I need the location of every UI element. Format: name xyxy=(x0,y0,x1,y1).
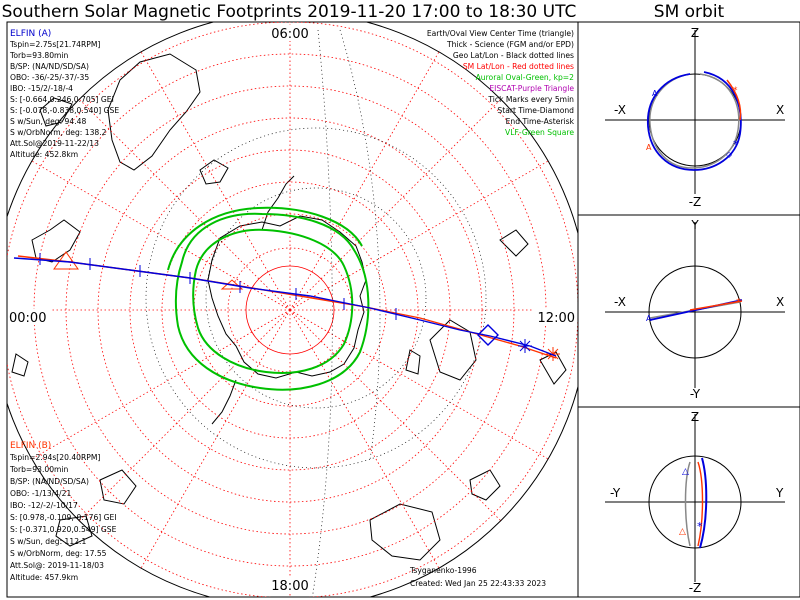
elfin-b-info-line: S w/Sun, deg: 112.1 xyxy=(10,537,86,546)
legend-entry: Geo Lat/Lon - Black dotted lines xyxy=(453,51,574,60)
elfin-b-info: ELFIN (B) Tspin=2.94s[20.40RPM] Torb=93.00… xyxy=(9,441,117,582)
svg-text:A: A xyxy=(646,143,652,152)
elfin-a-tick-marks xyxy=(39,253,397,320)
elfin-b-info-line: B/SP: (NA/ND/SD/SA) xyxy=(10,477,89,486)
svg-text:A: A xyxy=(652,89,658,98)
legend-entry: SM Lat/Lon - Red dotted lines xyxy=(463,62,574,71)
sm-panel-xy: A * Y -Y -X X xyxy=(605,218,785,401)
sm2-top-label: Y xyxy=(690,218,699,232)
sm3-bottom-label: -Z xyxy=(689,581,702,595)
elfin-a-info-line: S: [-0.078,-0.838,0.540] GSE xyxy=(10,106,119,115)
sm2-right-label: X xyxy=(776,295,784,309)
elfin-a-info-line: Tspin=2.75s[21.74RPM] xyxy=(9,40,100,49)
legend: Earth/Oval View Center Time (triangle) Th… xyxy=(427,29,575,137)
mlt-labels: 06:00 00:00 12:00 18:00 xyxy=(8,25,576,594)
elfin-a-info-line: IBO: -15/2/-18/-4 xyxy=(10,84,73,93)
svg-text:*: * xyxy=(733,86,738,96)
svg-text:*: * xyxy=(733,138,739,151)
mlt-bottom-label: 18:00 xyxy=(271,579,308,594)
auroral-oval xyxy=(167,206,370,391)
elfin-b-end-asterisk xyxy=(546,347,560,361)
elfin-b-info-line: OBO: -1/13/4/21 xyxy=(10,489,71,498)
sm-orbit-title: SM orbit xyxy=(653,2,725,22)
svg-text:*: * xyxy=(697,520,703,533)
model-credit: Tsyganenko-1996 xyxy=(409,566,477,575)
elfin-a-end-asterisk xyxy=(518,339,532,353)
legend-entry: EISCAT-Purple Triangle xyxy=(489,84,574,93)
sm2-left-label: -X xyxy=(614,295,626,309)
elfin-a-info-line: Torb=93.80min xyxy=(9,51,69,60)
geo-grid xyxy=(145,29,487,597)
elfin-a-info-line: B/SP: (NA/ND/SD/SA) xyxy=(10,62,89,71)
coastlines xyxy=(11,53,567,561)
mlt-right-label: 12:00 xyxy=(538,311,575,326)
elfin-a-info-line: Att.Sol@2019-11-22/13 xyxy=(10,139,99,148)
sm1-top-label: Z xyxy=(691,26,699,40)
plot-title: Southern Solar Magnetic Footprints 2019-… xyxy=(1,2,577,22)
elfin-b-info-line: S: [-0.371,0.920,0.549] GSE xyxy=(10,525,117,534)
legend-entry: End Time-Asterisk xyxy=(506,117,575,126)
elfin-a-start-diamond xyxy=(477,324,499,346)
elfin-b-info-line: IBO: -12/-2/-10/17 xyxy=(10,501,78,510)
sm3-right-label: Y xyxy=(775,486,784,500)
sm-orbit-panels: * * A A ◇ Z -Z -X X A * Y -Y -X X xyxy=(577,21,800,598)
sm1-right-label: X xyxy=(776,103,784,117)
elfin-b-info-line: Att.Sol@: 2019-11-18/03 xyxy=(10,561,104,570)
legend-entry: Auroral Oval-Green, kp=2 xyxy=(476,73,575,82)
elfin-b-info-line: S w/OrbNorm, deg: 17.55 xyxy=(10,549,107,558)
sm3-left-label: -Y xyxy=(610,486,621,500)
sm1-bottom-label: -Z xyxy=(689,195,702,209)
elfin-b-label: ELFIN (B) xyxy=(10,441,51,451)
svg-text:△: △ xyxy=(682,467,689,477)
legend-entry: VLF-Green Square xyxy=(505,128,574,137)
legend-entry: Start Time-Diamond xyxy=(497,106,574,115)
elfin-b-info-line: S: [0.978,-0.109,-0.176] GEI xyxy=(10,513,117,522)
svg-text:◇: ◇ xyxy=(726,150,733,159)
elfin-a-info: ELFIN (A)Tspin=2.75s[21.74RPM] Torb=93.80… xyxy=(9,29,119,159)
sm3-top-label: Z xyxy=(691,410,699,424)
svg-text:A: A xyxy=(646,314,652,323)
sm1-left-label: -X xyxy=(614,103,626,117)
sm2-bottom-label: -Y xyxy=(690,387,701,401)
elfin-b-info-line: Tspin=2.94s[20.40RPM] xyxy=(9,453,100,462)
mlt-top-label: 06:00 xyxy=(271,27,308,42)
sm-frame xyxy=(577,21,800,598)
elfin-a-info-line: S w/Sun, deg: 94.48 xyxy=(10,117,86,126)
elfin-b-track xyxy=(17,251,560,361)
created-timestamp: Created: Wed Jan 25 22:43:33 2023 xyxy=(410,579,546,588)
legend-entry: Thick - Science (FGM and/or EPD) xyxy=(446,40,574,49)
elfin-a-info-line: OBO: -36/-25/-37/-35 xyxy=(10,73,89,82)
legend-entry: Tick Marks every 5min xyxy=(487,95,574,104)
elfin-a-info-line: S w/OrbNorm, deg: 138.2 xyxy=(10,128,107,137)
svg-text:△: △ xyxy=(679,527,686,537)
sm-panel-xz: * * A A ◇ Z -Z -X X xyxy=(605,26,785,209)
legend-entry: Earth/Oval View Center Time (triangle) xyxy=(427,29,574,38)
elfin-b-info-line: Altitude: 457.9km xyxy=(10,573,78,582)
elfin-a-label: ELFIN (A) xyxy=(10,29,51,39)
elfin-b-info-line: Torb=93.00min xyxy=(9,465,69,474)
footprint-map: 06:00 00:00 12:00 18:00 Earth/Oval View … xyxy=(6,21,579,598)
elfin-b-center-triangle xyxy=(53,251,79,270)
mlt-left-label: 00:00 xyxy=(9,311,46,326)
svg-text:*: * xyxy=(736,297,741,308)
elfin-a-info-line: Altitude: 452.8km xyxy=(10,150,78,159)
elfin-a-track xyxy=(13,253,557,357)
elfin-a-info-line: S: [-0.664,0.246,0.705] GEI xyxy=(10,95,114,104)
sm-panel-yz: △ △ * Z -Z -Y Y xyxy=(605,410,785,595)
